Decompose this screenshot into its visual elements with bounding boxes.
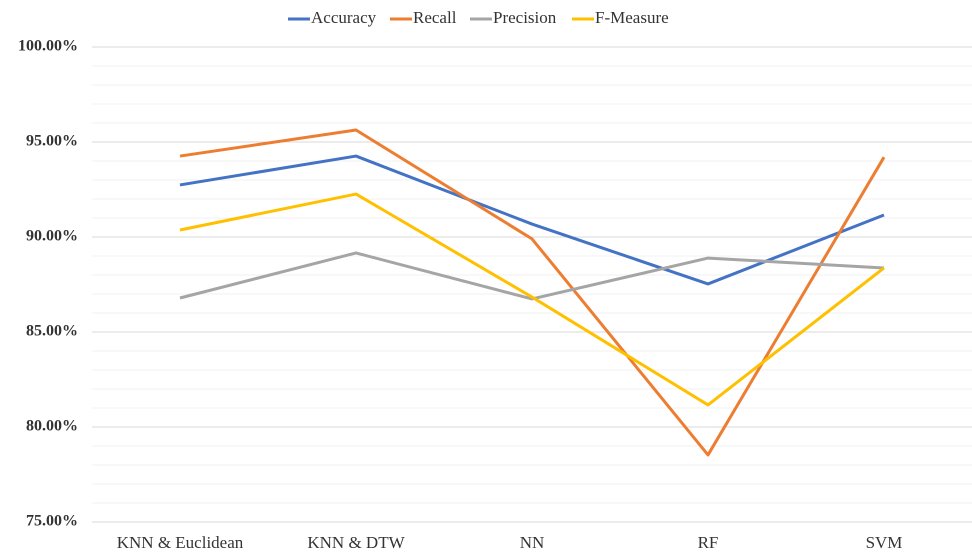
- x-tick-label: KNN & DTW: [307, 533, 405, 552]
- legend-label: Accuracy: [311, 8, 377, 27]
- series-line: [179, 251, 885, 301]
- y-tick-label: 80.00%: [26, 418, 78, 435]
- x-tick-label: KNN & Euclidean: [117, 533, 244, 552]
- legend-label: F-Measure: [595, 8, 669, 27]
- legend-label: Precision: [493, 8, 557, 27]
- series-line: [179, 154, 885, 286]
- y-tick-label: 100.00%: [18, 38, 78, 55]
- y-tick-label: 75.00%: [26, 513, 78, 530]
- x-tick-label: RF: [698, 533, 719, 552]
- x-tick-label: SVM: [866, 533, 903, 552]
- legend-label: Recall: [413, 8, 457, 27]
- y-tick-label: 85.00%: [26, 323, 78, 340]
- y-tick-label: 95.00%: [26, 133, 78, 150]
- series-line: [179, 192, 885, 407]
- x-tick-label: NN: [520, 533, 545, 552]
- series-line: [179, 128, 886, 457]
- y-tick-label: 90.00%: [26, 228, 78, 245]
